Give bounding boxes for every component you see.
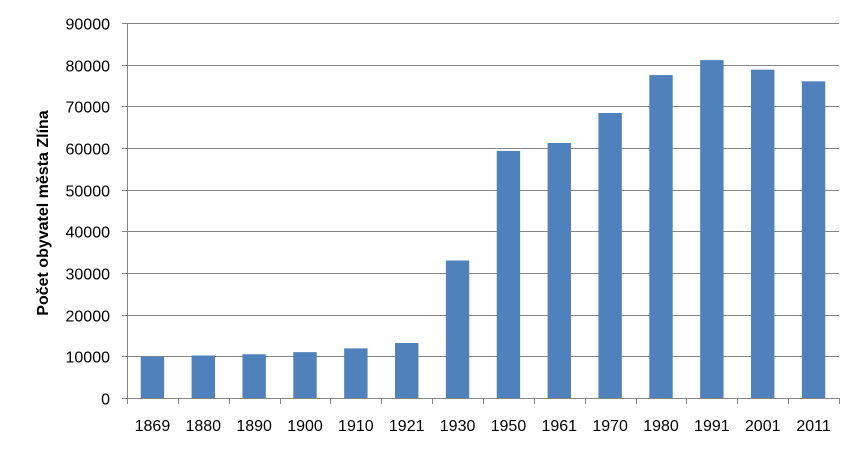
bar-1869: [140, 356, 165, 398]
bar-1900: [293, 352, 317, 398]
bars: [140, 60, 826, 399]
x-tick-label: 2011: [796, 418, 831, 435]
bar-1991: [700, 60, 724, 398]
bar-1921: [395, 343, 419, 398]
y-tick-label: 70000: [66, 100, 111, 117]
x-tick-label: 1869: [135, 418, 171, 435]
bar-1950: [496, 150, 521, 398]
x-tick-label: 1980: [643, 418, 679, 435]
bar-1910: [344, 348, 368, 398]
x-tick-label: 1991: [694, 418, 730, 435]
x-tick-label: 1950: [491, 418, 527, 435]
x-tick-label: 1890: [236, 418, 272, 435]
y-tick-label: 90000: [66, 17, 111, 34]
x-tick-label: 1930: [440, 418, 476, 435]
y-tick-label: 0: [101, 392, 110, 409]
y-tick-label: 60000: [66, 142, 111, 159]
y-axis-label: Počet obyvatel města Zlína: [35, 110, 52, 316]
gridlines: [122, 23, 839, 399]
y-tick-labels: 0 10000 20000 30000 40000 50000 60000 70000 8000…: [66, 17, 111, 409]
y-tick-label: 10000: [66, 350, 111, 367]
bar-1930: [445, 260, 470, 398]
bar-1980: [649, 75, 673, 398]
bar-1961: [547, 143, 571, 398]
x-tick-label: 2001: [745, 418, 781, 435]
x-tick-label: 1961: [541, 418, 577, 435]
y-tick-label: 50000: [66, 184, 111, 201]
x-tick-label: 1880: [185, 418, 221, 435]
bar-1880: [191, 355, 215, 398]
y-tick-label: 40000: [66, 225, 111, 242]
x-tick-label: 1970: [592, 418, 628, 435]
x-tick-label: 1910: [338, 418, 374, 435]
x-tick-labels: 1869 1880 1890 1900 1910 1921 1930 1950 1961 1970…: [135, 418, 831, 435]
bar-2001: [751, 69, 775, 399]
x-tick-label: 1921: [389, 418, 425, 435]
bar-1890: [242, 354, 266, 398]
bar-1970: [598, 113, 622, 398]
axes: [127, 23, 840, 404]
x-tick-label: 1900: [287, 418, 323, 435]
y-tick-label: 30000: [66, 267, 111, 284]
y-tick-label: 80000: [66, 59, 111, 76]
bar-2011: [801, 81, 826, 398]
y-tick-label: 20000: [66, 309, 111, 326]
